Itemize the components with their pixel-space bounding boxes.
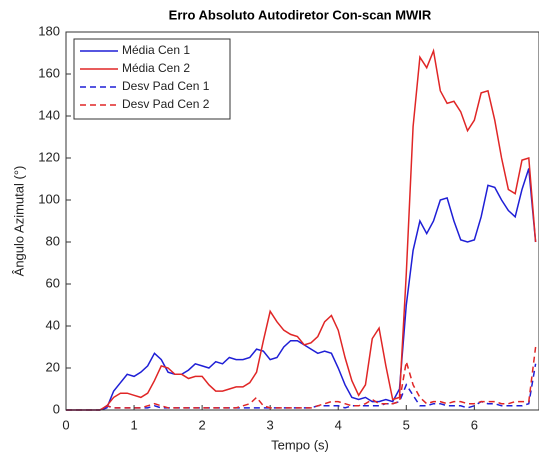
y-tick-label: 120 (38, 149, 60, 164)
legend-label: Desv Pad Cen 1 (122, 79, 210, 93)
x-tick-label: 3 (267, 417, 274, 432)
series-line (66, 48, 537, 411)
y-tick-label: 160 (38, 65, 60, 80)
x-tick-label: 1 (130, 417, 137, 432)
y-tick-label: 80 (46, 233, 60, 248)
y-tick-label: 40 (46, 317, 60, 332)
y-tick-label: 20 (46, 359, 60, 374)
legend-label: Desv Pad Cen 2 (122, 97, 210, 111)
x-tick-label: 5 (403, 417, 410, 432)
legend-label: Média Cen 1 (122, 43, 190, 57)
y-tick-label: 60 (46, 275, 60, 290)
series-line (66, 346, 537, 411)
legend-label: Média Cen 2 (122, 61, 190, 75)
x-tick-label: 4 (335, 417, 342, 432)
plot-frame (65, 31, 539, 411)
chart-title: Erro Absoluto Autodiretor Con-scan MWIR (169, 7, 432, 22)
x-tick-label: 0 (62, 417, 69, 432)
y-tick-label: 140 (38, 107, 60, 122)
y-axis-label: Ângulo Azimutal (°) (11, 166, 26, 277)
y-tick-label: 180 (38, 23, 60, 38)
series-line (66, 168, 537, 411)
x-tick-label: 2 (198, 417, 205, 432)
x-axis-label: Tempo (s) (271, 437, 329, 452)
y-tick-label: 0 (53, 401, 60, 416)
x-tick-label: 6 (471, 417, 478, 432)
y-tick-label: 100 (38, 191, 60, 206)
